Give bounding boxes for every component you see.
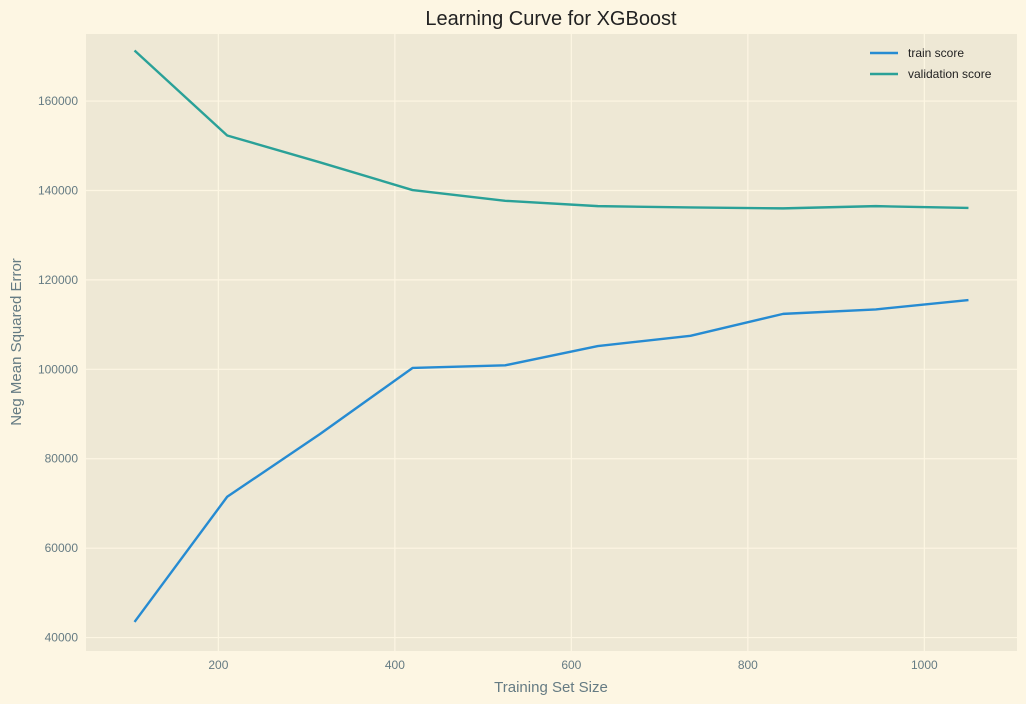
chart-title: Learning Curve for XGBoost [425, 8, 677, 30]
x-tick-label: 800 [738, 658, 758, 672]
y-axis-label: Neg Mean Squared Error [8, 258, 25, 426]
legend-label: train score [908, 46, 964, 60]
x-axis-label: Training Set Size [494, 679, 608, 696]
x-tick-labels: 200 400 600 800 1000 [208, 658, 938, 672]
y-tick-labels: 40000 60000 80000 100000 120000 140000 160000 [38, 94, 78, 645]
series-line-2 [133, 49, 969, 210]
y-tick-label: 100000 [38, 362, 78, 376]
y-tick-label: 140000 [38, 183, 78, 197]
x-tick-label: 400 [385, 658, 405, 672]
y-tick-label: 160000 [38, 94, 78, 108]
y-tick-label: 60000 [45, 541, 79, 555]
grid-lines [86, 34, 1017, 651]
x-tick-label: 200 [208, 658, 228, 672]
y-tick-label: 120000 [38, 273, 78, 287]
legend-label: validation score [908, 67, 992, 81]
legend: train score validation score [870, 46, 992, 81]
y-tick-label: 40000 [45, 631, 79, 645]
series-lines [133, 49, 969, 623]
series-line-1 [133, 298, 969, 623]
x-tick-label: 1000 [911, 658, 938, 672]
y-tick-label: 80000 [45, 452, 79, 466]
x-tick-label: 600 [561, 658, 581, 672]
plot-background [86, 34, 1017, 651]
